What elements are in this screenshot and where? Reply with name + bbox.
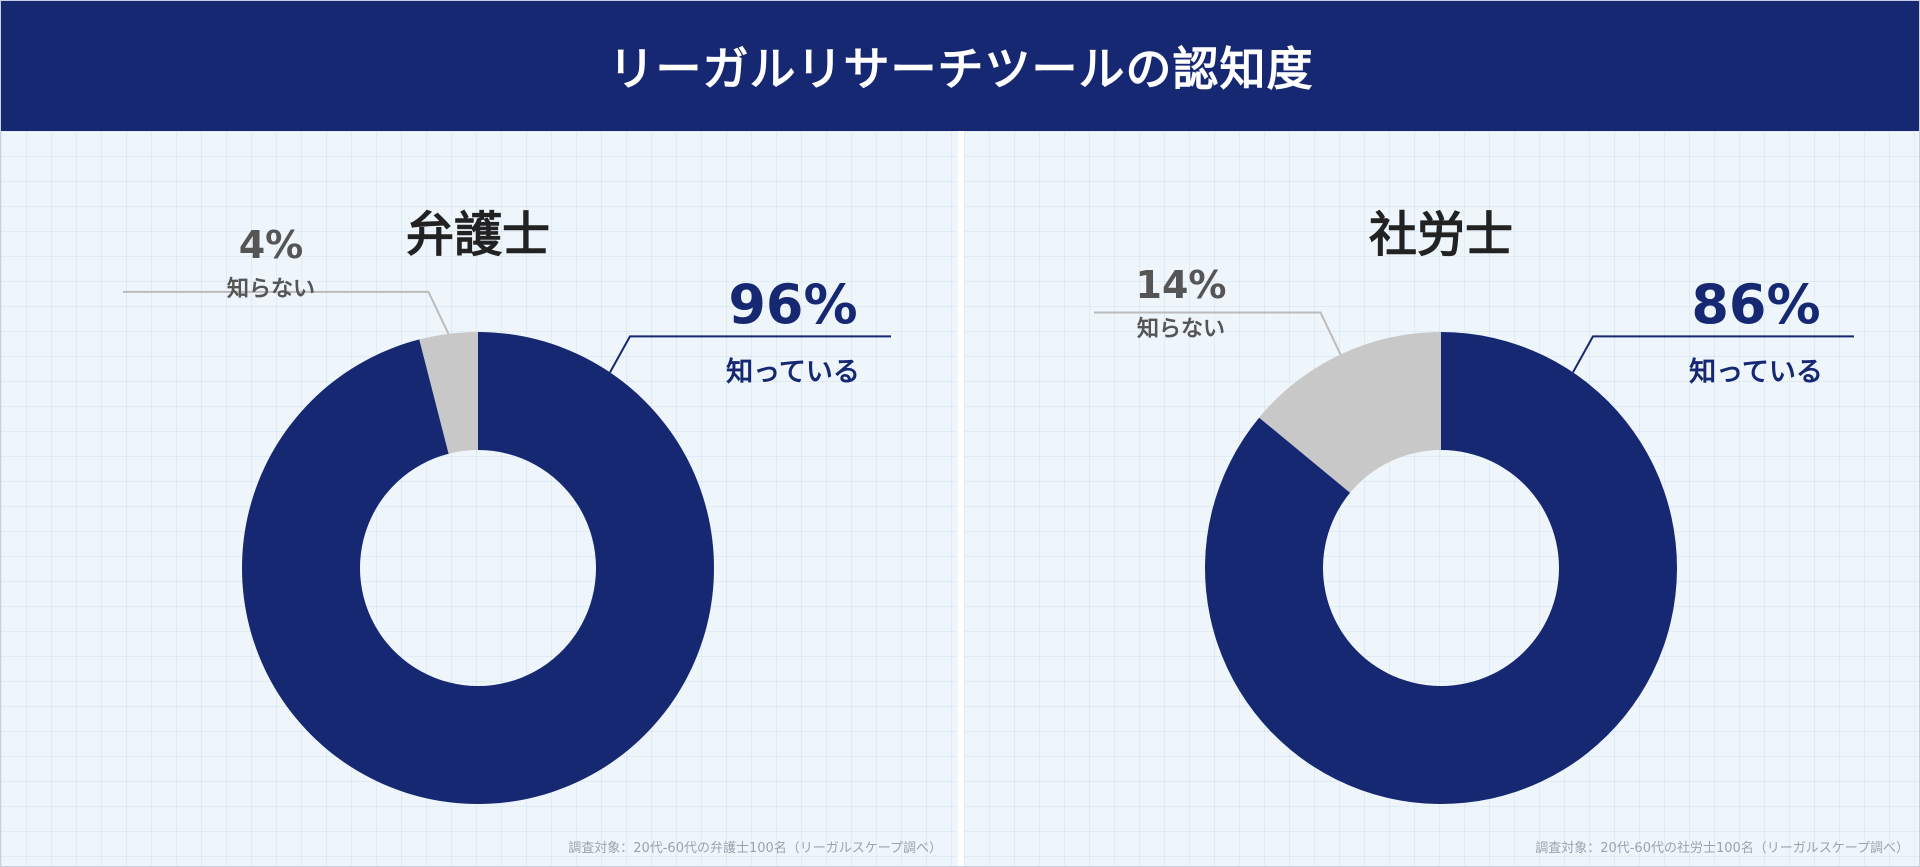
leader-line-known	[609, 335, 891, 373]
header-bar: リーガルリサーチツールの認知度	[1, 1, 1919, 131]
chart-title: 社労士	[1369, 207, 1513, 263]
unknown-label: 知らない	[1137, 316, 1225, 342]
donut-chart-lawyers: 弁護士 96% 知っている 4% 知らない	[123, 207, 891, 804]
survey-note: 調査対象：20代-60代の社労士100名（リーガルスケープ調べ）	[1535, 841, 1909, 856]
known-label: 知っている	[1689, 357, 1823, 388]
label-unknown: 14% 知らない	[1136, 263, 1227, 342]
donut-chart-sharoushi: 社労士 86% 知っている 14% 知らない	[1094, 207, 1854, 804]
chart-panel-lawyers: 弁護士 96% 知っている 4% 知らない 調査対象：20代-60代の弁護士10…	[1, 131, 958, 866]
leader-line-known	[1572, 335, 1854, 373]
slice-known	[1205, 332, 1677, 804]
unknown-percent-label: 14%	[1136, 263, 1227, 307]
slice-known	[241, 332, 714, 804]
chart-panel-sharoushi: 社労士 86% 知っている 14% 知らない 調査対象：20代-60代の社労士1…	[964, 131, 1919, 866]
donut-slices	[241, 332, 714, 804]
donut-slices	[1205, 332, 1677, 804]
label-unknown: 4% 知らない	[227, 223, 315, 302]
known-label: 知っている	[726, 357, 860, 388]
leader-lines	[1094, 311, 1854, 373]
unknown-label: 知らない	[227, 276, 315, 302]
panel-divider	[958, 131, 964, 866]
slice-unknown	[419, 332, 478, 454]
chart-title: 弁護士	[406, 207, 550, 263]
known-percent-label: 96%	[728, 273, 857, 336]
leader-line-unknown	[1094, 311, 1342, 355]
survey-note: 調査対象：20代-60代の弁護士100名（リーガルスケープ調べ）	[568, 841, 942, 856]
leader-line-unknown	[123, 290, 450, 335]
label-known: 96% 知っている	[726, 273, 860, 388]
slice-unknown	[1259, 332, 1441, 493]
leader-lines	[123, 290, 891, 373]
unknown-percent-label: 4%	[239, 223, 304, 267]
label-known: 86% 知っている	[1689, 273, 1823, 388]
known-percent-label: 86%	[1691, 273, 1820, 336]
page-title: リーガルリサーチツールの認知度	[608, 42, 1314, 96]
